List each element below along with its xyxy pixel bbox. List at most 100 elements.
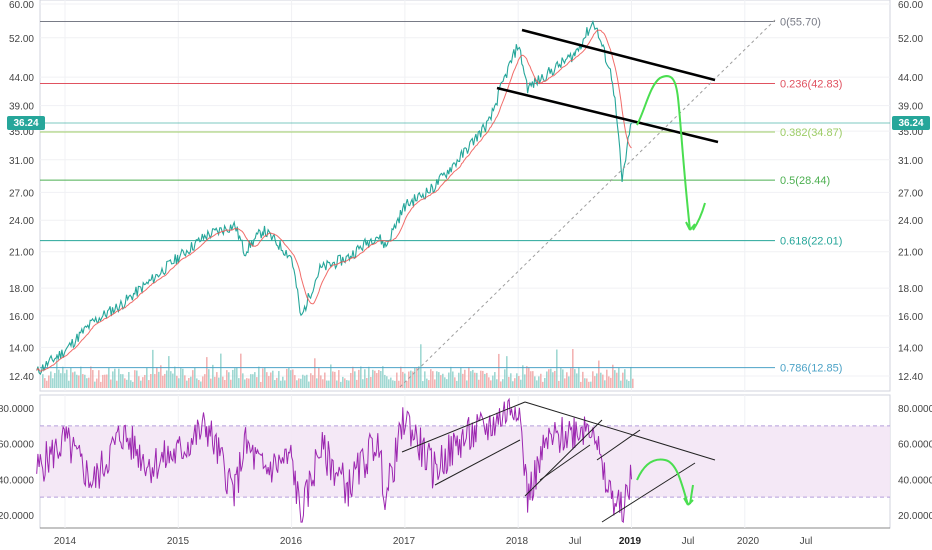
volume-bar <box>448 372 450 388</box>
volume-bar <box>422 381 424 388</box>
volume-bar <box>436 371 438 388</box>
volume-bar <box>392 380 394 388</box>
volume-bar <box>612 364 614 388</box>
osc-channel-line <box>596 429 641 461</box>
osc-tick-label-right: 80.0000 <box>898 404 932 415</box>
volume-bar <box>256 377 258 388</box>
volume-bar <box>542 381 544 388</box>
volume-bar <box>162 375 164 388</box>
volume-bar <box>186 380 188 388</box>
volume-bar <box>366 378 368 388</box>
volume-bar <box>474 372 476 388</box>
volume-bar <box>258 366 260 388</box>
volume-bar <box>468 367 470 388</box>
volume-bar <box>316 378 318 388</box>
volume-bar <box>328 380 330 388</box>
volume-bar <box>594 376 596 388</box>
volume-bar <box>550 368 552 388</box>
volume-bar <box>66 369 68 388</box>
volume-bar <box>374 370 376 388</box>
volume-bar <box>580 381 582 388</box>
volume-bar <box>204 374 206 388</box>
volume-bar <box>140 380 142 388</box>
volume-bar <box>490 380 492 388</box>
volume-bar <box>220 353 222 388</box>
volume-bar <box>50 371 52 388</box>
y-tick-label-left: 18.00 <box>9 284 34 295</box>
volume-bar <box>370 376 372 388</box>
current-price-right: 36.24 <box>898 118 923 129</box>
osc-tick-label-left: 80.0000 <box>0 404 34 415</box>
volume-bar <box>116 380 118 388</box>
volume-bar <box>230 379 232 388</box>
volume-bar <box>630 366 632 388</box>
volume-bar <box>380 371 382 388</box>
volume-bar <box>556 349 558 388</box>
volume-bar <box>82 374 84 388</box>
osc-tick-label-right: 60.0000 <box>898 440 932 451</box>
volume-bar <box>302 374 304 388</box>
volume-bar <box>458 372 460 388</box>
y-tick-label-right: 35.00 <box>898 127 923 138</box>
volume-bar <box>536 380 538 388</box>
osc-tick-label-right: 40.0000 <box>898 475 932 486</box>
volume-bar <box>544 378 546 388</box>
volume-bar <box>200 381 202 388</box>
volume-bar <box>196 378 198 388</box>
volume-bar <box>394 380 396 388</box>
volume-bar <box>362 379 364 388</box>
volume-bar <box>390 377 392 388</box>
price-panel-frame <box>39 0 891 392</box>
volume-bar <box>340 381 342 388</box>
dashed-trendline <box>399 19 776 388</box>
volume-bar <box>76 374 78 388</box>
volume-bar <box>226 370 228 388</box>
volume-bar <box>568 376 570 388</box>
volume-bar <box>608 376 610 388</box>
volume-bar <box>602 374 604 388</box>
volume-bar <box>582 371 584 388</box>
y-tick-label-right: 60.00 <box>898 0 923 11</box>
volume-bar <box>460 367 462 388</box>
volume-bar <box>312 375 314 388</box>
y-tick-label-right: 21.00 <box>898 248 923 259</box>
fib-label: 0.786(12.85) <box>780 363 842 375</box>
volume-bar <box>322 379 324 388</box>
y-tick-label-right: 31.00 <box>898 156 923 167</box>
volume-bar <box>618 367 620 388</box>
drawing-annotations <box>399 19 776 523</box>
volume-bar <box>350 372 352 388</box>
y-tick-label-right: 44.00 <box>898 73 923 84</box>
volume-bar <box>336 380 338 388</box>
volume-bar <box>596 373 598 388</box>
osc-channel-line <box>401 401 526 453</box>
volume-bar <box>484 373 486 388</box>
volume-bar <box>446 379 448 388</box>
volume-bar <box>600 372 602 388</box>
volume-bar <box>224 380 226 388</box>
volume-bar <box>54 373 56 388</box>
volume-bar <box>416 368 418 388</box>
volume-bar <box>400 366 402 388</box>
volume-bar <box>300 378 302 388</box>
volume-bar <box>150 374 152 388</box>
volume-bar <box>134 370 136 388</box>
y-tick-label-left: 60.00 <box>9 0 34 11</box>
channel-upper-line <box>521 28 716 82</box>
volume-bar <box>288 367 290 388</box>
volume-bar <box>554 370 556 388</box>
volume-bar <box>42 374 44 388</box>
osc-tick-label-right: 20.0000 <box>898 511 932 522</box>
volume-bar <box>180 367 182 388</box>
volume-bar <box>546 371 548 388</box>
volume-bar <box>228 372 230 388</box>
volume-bar <box>518 376 520 388</box>
volume-bar <box>614 370 616 388</box>
volume-bar <box>158 371 160 388</box>
volume-bar <box>342 376 344 388</box>
volume-bar <box>360 366 362 388</box>
x-tick-label: 2019 <box>619 536 642 547</box>
volume-bar <box>46 380 48 388</box>
